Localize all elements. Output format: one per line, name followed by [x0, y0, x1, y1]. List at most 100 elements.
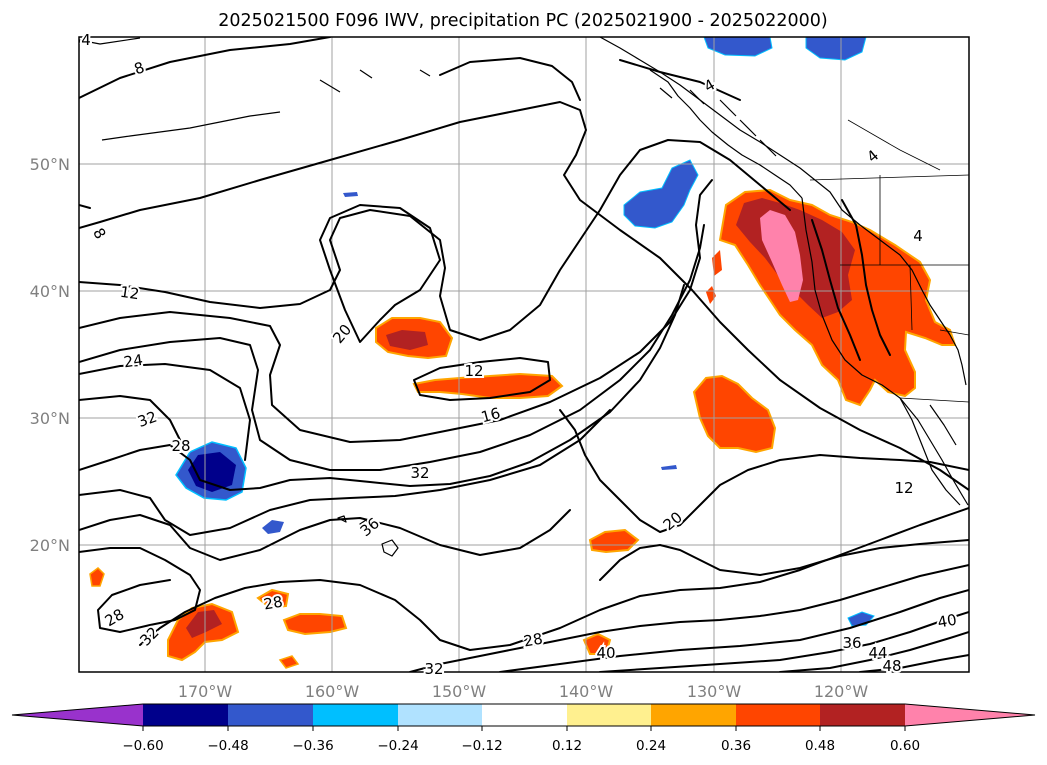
coast-alaska [79, 37, 967, 386]
lat-label: 20°N [30, 536, 70, 555]
longitude-labels: 170°W 160°W 150°W 140°W 130°W 120°W [178, 682, 869, 701]
colorbar-bin [398, 704, 482, 726]
contour-4-northwest [79, 37, 91, 43]
contour-28-south [79, 547, 201, 633]
contour-big-loop [79, 101, 969, 491]
colorbar-bin [820, 704, 905, 726]
contour-label: 28 [171, 437, 190, 455]
pink-max-core [760, 210, 803, 302]
contour-label: 44 [868, 644, 887, 662]
blue-region-north-2 [805, 37, 867, 61]
coastlines [79, 37, 969, 557]
pos-region-southwest-4 [89, 567, 105, 587]
lon-label: 150°W [432, 682, 487, 701]
colorbar-tick-label: 0.36 [721, 738, 751, 754]
colorbar-tick-label: 0.24 [636, 738, 666, 754]
colorbar-bin [313, 704, 398, 726]
contour-label: 12 [464, 362, 483, 380]
blue-dot-2 [343, 192, 358, 197]
colorbar-bin [651, 704, 736, 726]
colorbar-bin [736, 704, 820, 726]
border-us-mexico [899, 397, 969, 403]
coast-bc-fjords [649, 69, 803, 199]
coast-alaska-islands [101, 69, 431, 141]
contour-32-south [139, 507, 969, 651]
contour-32-upper [79, 395, 181, 441]
contour-20-southeast [559, 409, 969, 533]
colorbar-bin [482, 704, 567, 726]
graticule [79, 37, 969, 672]
blue-region-north-1 [703, 37, 773, 57]
pos-region-southwest-3 [256, 588, 290, 610]
border-states [840, 119, 969, 336]
contour-20-loop [319, 204, 441, 343]
colorbar-tick-label: −0.12 [461, 738, 502, 754]
contour-label: 40 [596, 644, 615, 662]
positive-anomaly-regions [89, 188, 957, 669]
contour-label: 12 [119, 283, 140, 303]
lon-label: 160°W [305, 682, 360, 701]
blue-dot-1 [262, 520, 284, 534]
contour-20 [79, 224, 705, 471]
contour-label: 48 [882, 657, 901, 675]
coast-us-west [801, 197, 969, 506]
colorbar-tick-label: 0.60 [890, 738, 920, 754]
contour-label: 32 [410, 464, 429, 482]
latitude-labels: 50°N 40°N 30°N 20°N [30, 155, 70, 555]
colorbar: −0.60 −0.48 −0.36 −0.24 −0.12 0.12 0.24 … [11, 703, 1036, 754]
pos-region-south-2 [582, 632, 612, 655]
lon-label: 140°W [559, 682, 614, 701]
colorbar-tick-label: −0.60 [122, 738, 163, 754]
colorbar-ticks [142, 726, 906, 731]
contour-8-north [79, 37, 331, 99]
contour-12-inner-loop [413, 357, 551, 401]
iwv-contours [79, 37, 969, 672]
colorbar-tick-label: −0.24 [377, 738, 418, 754]
pos-region-southwest-2 [282, 613, 348, 636]
contour-32-mid [79, 409, 611, 536]
coast-baja [899, 397, 961, 506]
contour-40-southeast [599, 611, 969, 672]
contour-16 [79, 179, 713, 443]
colorbar-tick-label: 0.12 [552, 738, 582, 754]
contour-label: 36 [842, 634, 861, 652]
lon-label: 130°W [687, 682, 742, 701]
contour-label: 32 [424, 660, 443, 678]
lat-label: 50°N [30, 155, 70, 174]
darkblue-core-west [188, 452, 236, 492]
contour-44 [779, 631, 969, 672]
blue-region-mid [623, 159, 699, 229]
contour-36-southeast [499, 589, 969, 672]
lat-label: 40°N [30, 282, 70, 301]
contour-east-coast-band [811, 199, 891, 361]
contour-label: 24 [123, 351, 144, 371]
contour-label: 28 [262, 593, 284, 614]
colorbar-tick-label: −0.36 [292, 738, 333, 754]
contour-48 [859, 654, 969, 672]
contour-12-upper [79, 139, 791, 341]
contour-28-southeast [409, 564, 969, 672]
map-body [79, 37, 969, 672]
darkred-central-core [386, 330, 428, 350]
contour-8-northeast [619, 59, 741, 101]
contour-24-upper [79, 363, 251, 461]
darkred-southwest-core [186, 610, 222, 638]
contour-36 [79, 509, 571, 561]
colorbar-tick-label: −0.48 [207, 738, 248, 754]
map-title: 2025021500 F096 IWV, precipitation PC (2… [218, 11, 827, 31]
lat-label: 30°N [30, 409, 70, 428]
colorbar-bin [567, 704, 651, 726]
colorbar-over-extend [905, 704, 1035, 726]
colorbar-bin [228, 704, 313, 726]
map-frame [78, 36, 970, 673]
contour-label: 4 [913, 227, 923, 245]
contour-12-southeast [599, 539, 969, 581]
lon-label: 170°W [178, 682, 233, 701]
blue-dot-4 [661, 465, 677, 470]
negative-anomaly-regions [175, 37, 875, 627]
colorbar-tick-label: 0.48 [805, 738, 835, 754]
colorbar-under-extend [12, 704, 143, 726]
contour-label: 40 [936, 611, 958, 632]
contour-label: 12 [894, 479, 913, 497]
